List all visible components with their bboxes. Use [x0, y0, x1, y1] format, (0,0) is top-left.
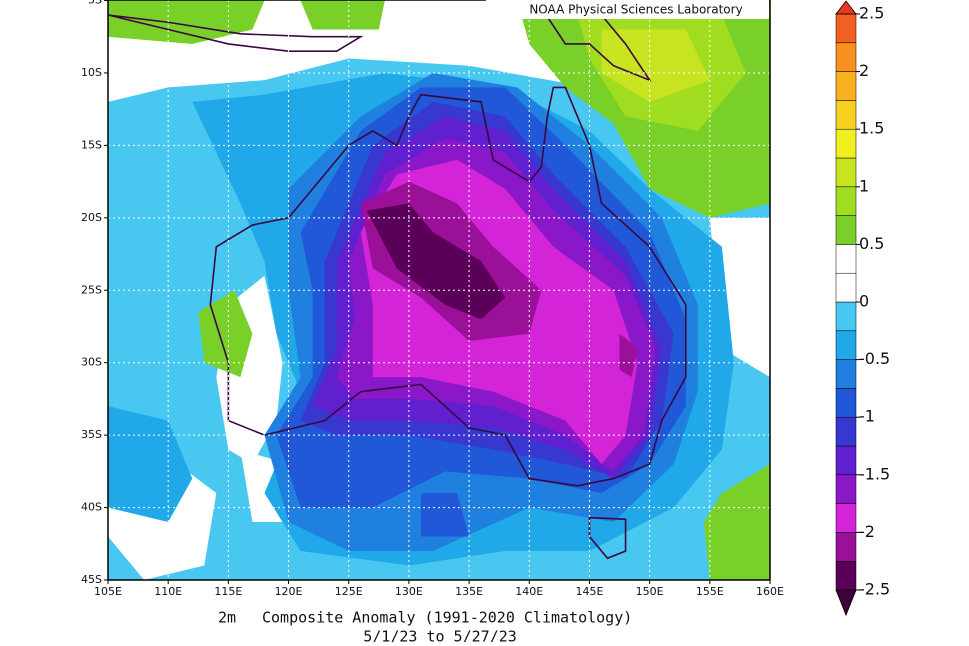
source-box — [486, 0, 769, 19]
lon-label: 115E — [214, 585, 242, 598]
colorbar-under — [835, 589, 857, 617]
lon-label: 155E — [696, 585, 724, 598]
map-area — [108, 0, 770, 580]
lat-label: 20S — [81, 211, 102, 224]
colorbar-bin — [835, 474, 857, 504]
colorbar-bin — [835, 560, 857, 591]
lon-label: 160E — [756, 585, 784, 598]
lon-label: 130E — [395, 585, 423, 598]
source-label: NOAA Physical Sciences Laboratory — [529, 3, 742, 17]
lon-label: 145E — [575, 585, 603, 598]
colorbar-bin — [835, 128, 857, 159]
colorbar-label: 2 — [859, 61, 869, 80]
lat-label: 40S — [81, 501, 102, 514]
colorbar-bin — [835, 272, 857, 303]
colorbar-label: -2 — [859, 522, 875, 541]
colorbar-bin — [835, 186, 857, 216]
lon-label: 150E — [636, 585, 664, 598]
lon-label: 110E — [154, 585, 182, 598]
shade-green — [703, 464, 770, 580]
coastline — [209, 86, 687, 487]
colorbar-bin — [835, 359, 857, 389]
caption-variable: 2m — [218, 609, 236, 627]
lat-label: 25S — [81, 283, 102, 296]
lat-label: 10S — [81, 66, 102, 79]
lat-label: 5S — [88, 0, 102, 7]
caption-dates: 5/1/23 to 5/27/23 — [363, 628, 517, 643]
colorbar-bin — [835, 388, 857, 418]
lat-label: 30S — [81, 356, 102, 369]
shade-green — [300, 0, 385, 30]
colorbar-over — [835, 0, 857, 15]
colorbar-label: 0.5 — [859, 234, 884, 253]
colorbar-bin — [835, 503, 857, 533]
colorbar-bin — [835, 330, 857, 360]
lon-label: 105E — [94, 585, 122, 598]
colorbar-bin — [835, 416, 857, 447]
colorbar-label: 0 — [859, 292, 869, 311]
colorbar-label: -1 — [859, 407, 875, 426]
colorbar-bin — [835, 532, 857, 562]
colorbar-bin — [835, 215, 857, 245]
colorbar-bin — [835, 42, 857, 72]
caption-title: Composite Anomaly (1991-2020 Climatology… — [262, 609, 632, 627]
colorbar-bin — [835, 244, 857, 274]
lon-label: 140E — [515, 585, 543, 598]
colorbar-bin — [835, 445, 857, 476]
colorbar-bin — [835, 157, 857, 188]
lon-label: 120E — [275, 585, 303, 598]
colorbar-bin — [835, 301, 857, 332]
colorbar-label: -1.5 — [859, 464, 890, 483]
shade-darkmagenta — [619, 333, 638, 378]
lat-label: 15S — [81, 138, 102, 151]
lon-label: 135E — [455, 585, 483, 598]
colorbar-label: 2.5 — [859, 4, 884, 23]
lat-label: 35S — [81, 428, 102, 441]
colorbar-label: 1 — [859, 176, 869, 195]
colorbar-bin — [835, 13, 857, 44]
colorbar-label: 1.5 — [859, 119, 884, 138]
coastline — [108, 14, 364, 53]
shade-darkpurple — [366, 203, 506, 320]
colorbar-label: -2.5 — [859, 580, 890, 599]
colorbar-bin — [835, 71, 857, 101]
coastline — [588, 516, 627, 560]
lon-label: 125E — [335, 585, 363, 598]
colorbar-bin — [835, 100, 857, 130]
lat-label: 45S — [81, 573, 102, 586]
colorbar-label: -0.5 — [859, 349, 890, 368]
shade-green — [108, 0, 265, 44]
shade-blue — [420, 493, 470, 537]
